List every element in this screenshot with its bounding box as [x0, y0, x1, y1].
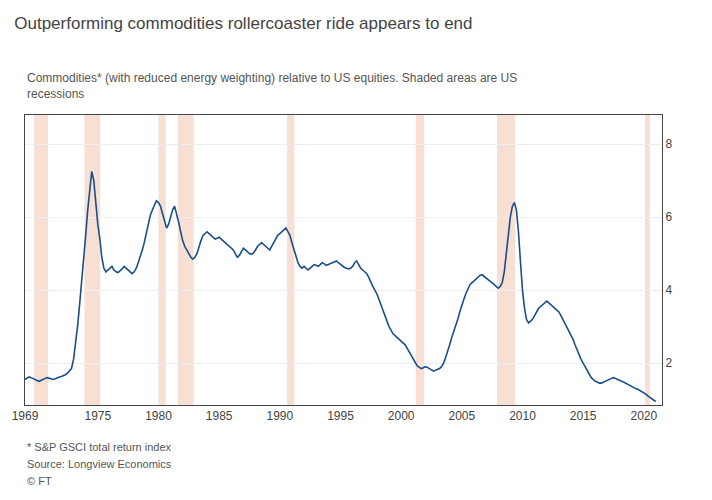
svg-text:1969: 1969 [12, 409, 39, 423]
svg-text:1980: 1980 [145, 409, 172, 423]
svg-text:2015: 2015 [570, 409, 597, 423]
svg-text:* S&P GSCI total return index: * S&P GSCI total return index [27, 441, 172, 453]
svg-text:4: 4 [665, 283, 672, 297]
svg-text:1995: 1995 [327, 409, 354, 423]
svg-text:Commodities* (with reduced ene: Commodities* (with reduced energy weight… [27, 71, 517, 101]
svg-text:2020: 2020 [630, 409, 657, 423]
svg-text:1985: 1985 [206, 409, 233, 423]
svg-text:2010: 2010 [509, 409, 536, 423]
svg-text:2005: 2005 [448, 409, 475, 423]
svg-text:1975: 1975 [84, 409, 111, 423]
svg-text:Outperforming commodities roll: Outperforming commodities rollercoaster … [14, 14, 472, 33]
svg-text:Source: Longview Economics: Source: Longview Economics [27, 458, 172, 470]
svg-text:6: 6 [665, 210, 672, 224]
svg-text:2: 2 [665, 356, 672, 370]
svg-text:© FT: © FT [27, 475, 52, 487]
svg-text:1990: 1990 [266, 409, 293, 423]
svg-text:2000: 2000 [388, 409, 415, 423]
svg-text:8: 8 [665, 137, 672, 151]
